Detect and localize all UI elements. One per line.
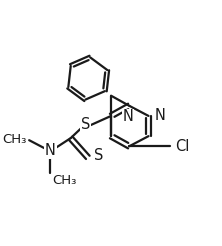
Text: N: N [123,109,134,124]
Text: N: N [45,143,56,158]
Text: N: N [155,108,165,123]
Text: CH₃: CH₃ [2,133,26,146]
Text: Cl: Cl [175,139,190,154]
Text: S: S [94,148,103,163]
Text: S: S [81,117,91,132]
Text: CH₃: CH₃ [52,174,77,186]
